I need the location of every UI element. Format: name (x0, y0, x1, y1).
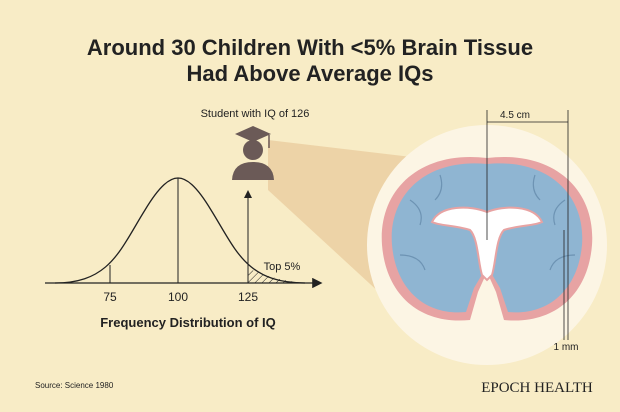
thickness-label: 1 mm (554, 342, 579, 353)
source: Source: Science 1980 (35, 381, 114, 390)
tail-label: Top 5% (264, 261, 301, 273)
width-label: 4.5 cm (500, 110, 530, 121)
title-line: Around 30 Children With <5% Brain Tissue (87, 35, 533, 60)
tick-label: 125 (238, 290, 258, 304)
student-label: Student with IQ of 126 (201, 108, 310, 120)
tick-label: 75 (103, 290, 117, 304)
student-icon (232, 126, 274, 180)
tick-label: 100 (168, 290, 188, 304)
bell-curve (45, 177, 323, 289)
caption: Frequency Distribution of IQ (100, 315, 276, 330)
brand: EPOCH HEALTH (481, 380, 593, 396)
title-line: Had Above Average IQs (187, 61, 434, 86)
